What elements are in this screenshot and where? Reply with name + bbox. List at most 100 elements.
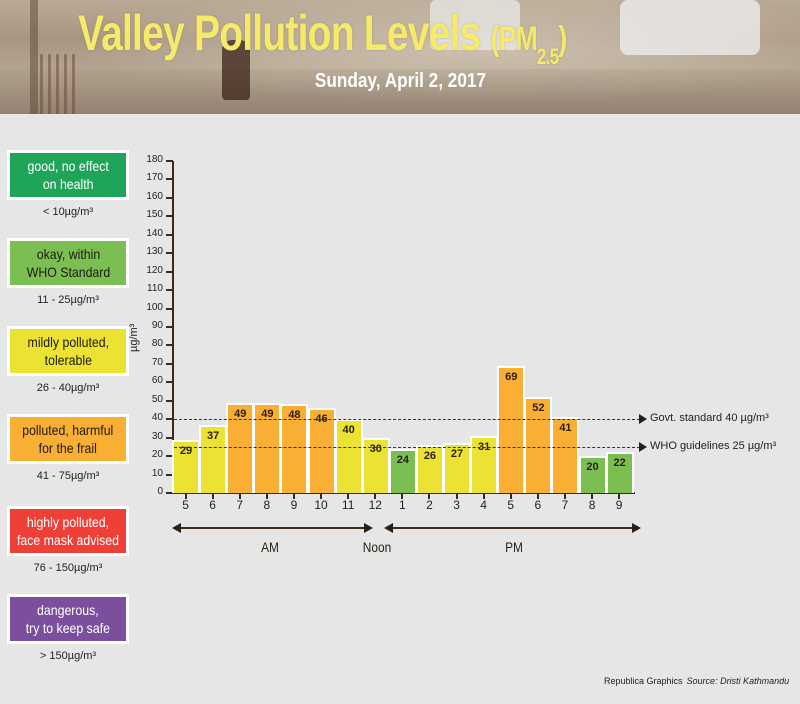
pm-label: PM bbox=[505, 539, 523, 555]
legend-label: tolerable bbox=[44, 352, 92, 368]
bar: 24 bbox=[388, 448, 417, 493]
arrow-right-icon bbox=[639, 441, 647, 452]
y-tick bbox=[166, 215, 173, 218]
background-vehicle bbox=[620, 0, 760, 55]
y-tick bbox=[166, 307, 173, 310]
legend-item: okay, within WHO Standard 11 - 25µg/m³ bbox=[7, 238, 129, 306]
legend-label: on health bbox=[42, 176, 94, 192]
legend-range: > 150µg/m³ bbox=[39, 650, 97, 662]
x-tick-label: 4 bbox=[480, 498, 487, 512]
bar-value-label: 46 bbox=[315, 413, 328, 426]
credit-graphics: Republica Graphics bbox=[604, 676, 683, 686]
y-tick bbox=[166, 270, 173, 273]
y-tick bbox=[166, 196, 173, 199]
bar-value-label: 49 bbox=[234, 407, 247, 420]
noon-label: Noon bbox=[362, 539, 392, 555]
x-axis bbox=[172, 492, 635, 494]
legend-swatch: good, no effect on health bbox=[7, 150, 129, 200]
legend-swatch: dangerous, try to keep safe bbox=[7, 594, 129, 644]
x-tick-label: 12 bbox=[368, 498, 382, 512]
x-tick bbox=[347, 494, 350, 499]
x-tick bbox=[374, 494, 377, 499]
y-tick-label: 30 bbox=[151, 430, 163, 442]
x-tick-label: 8 bbox=[588, 498, 596, 512]
y-tick bbox=[166, 233, 173, 236]
x-tick bbox=[211, 494, 214, 499]
y-tick-label: 140 bbox=[146, 227, 163, 239]
background-motorbike bbox=[222, 40, 250, 100]
am-label: AM bbox=[261, 539, 279, 555]
legend-label: good, no effect bbox=[27, 158, 109, 174]
bar: 69 bbox=[497, 365, 526, 493]
page-title: Valley Pollution Levels (PM2.5) bbox=[78, 4, 568, 70]
bar-value-label: 26 bbox=[423, 450, 437, 463]
x-tick bbox=[292, 494, 295, 499]
background-pole bbox=[30, 0, 38, 114]
x-tick bbox=[401, 494, 404, 499]
x-tick bbox=[238, 494, 241, 499]
bar-value-label: 41 bbox=[559, 422, 572, 435]
legend-item: mildly polluted, tolerable 26 - 40µg/m³ bbox=[7, 326, 129, 394]
legend-label: okay, within bbox=[36, 246, 100, 262]
x-tick bbox=[184, 494, 187, 499]
x-tick-label: 9 bbox=[290, 498, 298, 512]
am-period-line bbox=[180, 527, 364, 529]
bar-value-label: 48 bbox=[288, 409, 301, 422]
bar-value-label: 22 bbox=[613, 457, 626, 470]
x-tick-label: 1 bbox=[399, 498, 406, 512]
legend-label: highly polluted, bbox=[26, 514, 110, 530]
x-tick bbox=[563, 494, 566, 499]
x-tick-label: 10 bbox=[314, 498, 328, 512]
bar: 27 bbox=[443, 443, 472, 493]
reference-line bbox=[174, 446, 640, 448]
bar: 37 bbox=[199, 424, 228, 493]
x-tick bbox=[482, 494, 485, 499]
y-tick bbox=[166, 436, 173, 439]
bar: 52 bbox=[524, 397, 553, 493]
x-tick bbox=[509, 494, 512, 499]
y-tick-label: 160 bbox=[146, 190, 163, 202]
legend-swatch: mildly polluted, tolerable bbox=[7, 326, 129, 376]
bar: 20 bbox=[578, 456, 607, 493]
pm-arrow-left-icon bbox=[384, 523, 393, 533]
y-tick bbox=[166, 178, 173, 181]
legend-label: dangerous, bbox=[37, 602, 99, 618]
bar-value-label: 52 bbox=[532, 402, 545, 415]
header-banner: Valley Pollution Levels (PM2.5) Sunday, … bbox=[0, 0, 800, 114]
y-tick-label: 150 bbox=[146, 209, 163, 221]
y-tick-label: 90 bbox=[151, 320, 163, 331]
x-tick bbox=[591, 494, 594, 499]
y-tick bbox=[166, 289, 173, 292]
legend-swatch: highly polluted, face mask advised bbox=[7, 506, 129, 556]
background-vehicle bbox=[430, 0, 520, 50]
x-tick-label: 6 bbox=[534, 498, 542, 512]
y-tick-label: 100 bbox=[146, 301, 163, 313]
am-arrow-right-icon bbox=[364, 523, 373, 533]
bar: 29 bbox=[172, 439, 201, 493]
title-text: Valley Pollution Levels bbox=[78, 5, 481, 61]
y-tick-label: 80 bbox=[151, 338, 163, 350]
legend-range: 26 - 40µg/m³ bbox=[36, 382, 100, 394]
legend-label: for the frail bbox=[38, 440, 98, 456]
background-road bbox=[0, 69, 800, 114]
bar: 31 bbox=[470, 435, 499, 493]
credit-source: Source: Dristi Kathmandu bbox=[686, 676, 790, 686]
y-tick-label: 170 bbox=[146, 172, 163, 184]
bar-value-label: 69 bbox=[505, 370, 518, 383]
legend-label: try to keep safe bbox=[25, 620, 111, 636]
legend-item: highly polluted, face mask advised 76 - 15… bbox=[7, 506, 129, 574]
x-tick bbox=[618, 494, 621, 499]
bar-value-label: 49 bbox=[261, 407, 274, 420]
y-axis bbox=[172, 161, 174, 494]
x-tick bbox=[455, 494, 458, 499]
y-tick-label: 110 bbox=[147, 283, 163, 295]
bar-value-label: 37 bbox=[207, 429, 220, 442]
bar-value-label: 31 bbox=[478, 440, 491, 453]
legend-label: polluted, harmful bbox=[22, 422, 114, 438]
x-tick-label: 8 bbox=[263, 498, 271, 512]
page-date: Sunday, April 2, 2017 bbox=[314, 70, 486, 92]
legend-swatch: okay, within WHO Standard bbox=[7, 238, 129, 288]
title-pm: (PM2.5) bbox=[490, 20, 568, 69]
bar-value-label: 20 bbox=[586, 461, 599, 474]
